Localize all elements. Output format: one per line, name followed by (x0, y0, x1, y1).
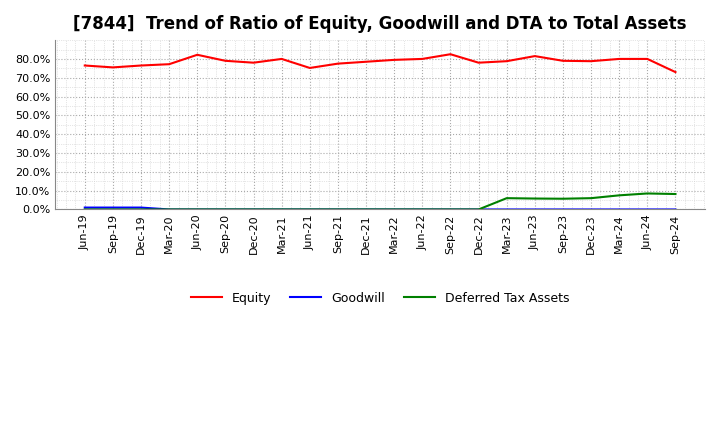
Goodwill (390, 207, 398, 212)
Deferred Tax Assets (165, 207, 174, 212)
Goodwill (249, 207, 258, 212)
Goodwill (671, 207, 680, 212)
Deferred Tax Assets (193, 207, 202, 212)
Deferred Tax Assets (390, 207, 398, 212)
Goodwill (361, 207, 370, 212)
Equity (333, 61, 342, 66)
Equity (446, 51, 455, 57)
Equity (531, 54, 539, 59)
Equity (418, 56, 427, 62)
Goodwill (277, 207, 286, 212)
Deferred Tax Assets (249, 207, 258, 212)
Deferred Tax Assets (503, 195, 511, 201)
Line: Equity: Equity (85, 54, 675, 72)
Line: Deferred Tax Assets: Deferred Tax Assets (85, 194, 675, 209)
Equity (249, 60, 258, 65)
Goodwill (81, 205, 89, 210)
Goodwill (165, 207, 174, 212)
Deferred Tax Assets (531, 196, 539, 201)
Line: Goodwill: Goodwill (85, 208, 675, 209)
Deferred Tax Assets (109, 207, 117, 212)
Deferred Tax Assets (446, 207, 455, 212)
Equity (361, 59, 370, 64)
Deferred Tax Assets (333, 207, 342, 212)
Deferred Tax Assets (671, 191, 680, 197)
Equity (137, 63, 145, 68)
Equity (221, 58, 230, 63)
Goodwill (221, 207, 230, 212)
Equity (109, 65, 117, 70)
Goodwill (418, 207, 427, 212)
Goodwill (474, 207, 483, 212)
Goodwill (446, 207, 455, 212)
Deferred Tax Assets (643, 191, 652, 196)
Deferred Tax Assets (305, 207, 314, 212)
Equity (474, 60, 483, 65)
Equity (81, 63, 89, 68)
Equity (165, 62, 174, 67)
Equity (390, 57, 398, 62)
Goodwill (137, 205, 145, 210)
Deferred Tax Assets (615, 193, 624, 198)
Equity (305, 65, 314, 70)
Goodwill (559, 207, 567, 212)
Deferred Tax Assets (361, 207, 370, 212)
Equity (643, 56, 652, 62)
Deferred Tax Assets (221, 207, 230, 212)
Goodwill (615, 207, 624, 212)
Equity (503, 59, 511, 64)
Deferred Tax Assets (137, 207, 145, 212)
Goodwill (643, 207, 652, 212)
Goodwill (109, 205, 117, 210)
Equity (587, 59, 595, 64)
Goodwill (333, 207, 342, 212)
Deferred Tax Assets (81, 207, 89, 212)
Equity (671, 70, 680, 75)
Goodwill (193, 207, 202, 212)
Equity (615, 56, 624, 62)
Legend: Equity, Goodwill, Deferred Tax Assets: Equity, Goodwill, Deferred Tax Assets (186, 287, 575, 310)
Deferred Tax Assets (559, 196, 567, 202)
Deferred Tax Assets (474, 207, 483, 212)
Goodwill (503, 207, 511, 212)
Equity (193, 52, 202, 58)
Deferred Tax Assets (587, 195, 595, 201)
Title: [7844]  Trend of Ratio of Equity, Goodwill and DTA to Total Assets: [7844] Trend of Ratio of Equity, Goodwil… (73, 15, 687, 33)
Equity (277, 56, 286, 62)
Deferred Tax Assets (277, 207, 286, 212)
Goodwill (305, 207, 314, 212)
Goodwill (587, 207, 595, 212)
Equity (559, 58, 567, 63)
Goodwill (531, 207, 539, 212)
Deferred Tax Assets (418, 207, 427, 212)
